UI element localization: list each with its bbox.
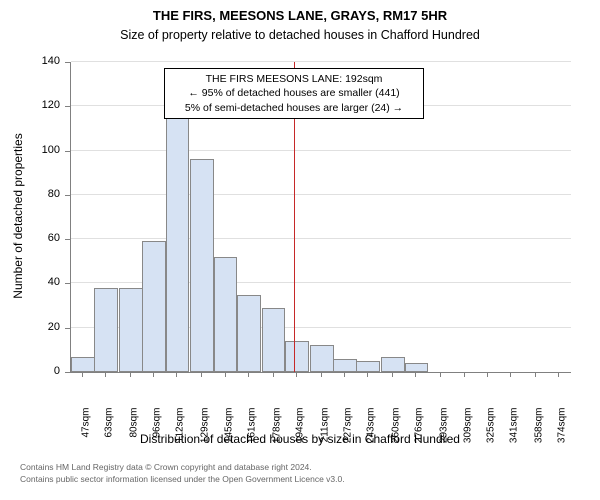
- y-tick-label: 120: [0, 99, 60, 111]
- y-tick-label: 20: [0, 321, 60, 333]
- y-tick: [65, 372, 70, 373]
- x-tick-label: 309sqm: [462, 408, 473, 458]
- x-tick-label: 194sqm: [294, 408, 305, 458]
- x-tick: [153, 372, 154, 377]
- chart-container: THE FIRS, MEESONS LANE, GRAYS, RM17 5HR …: [0, 0, 600, 500]
- x-tick-label: 227sqm: [343, 408, 354, 458]
- chart-title: THE FIRS, MEESONS LANE, GRAYS, RM17 5HR: [0, 8, 600, 23]
- x-tick-label: 63sqm: [103, 408, 114, 458]
- y-tick: [65, 328, 70, 329]
- histogram-bar: [166, 115, 190, 372]
- x-tick: [248, 372, 249, 377]
- histogram-bar: [94, 288, 118, 372]
- x-tick-label: 293sqm: [439, 408, 450, 458]
- chart-subtitle: Size of property relative to detached ho…: [0, 28, 600, 42]
- y-tick: [65, 62, 70, 63]
- x-tick-label: 96sqm: [152, 408, 163, 458]
- x-tick: [344, 372, 345, 377]
- x-tick: [440, 372, 441, 377]
- x-tick: [273, 372, 274, 377]
- plot-area: THE FIRS MEESONS LANE: 192sqm← 95% of de…: [70, 62, 571, 373]
- histogram-bar: [71, 357, 95, 373]
- y-tick: [65, 239, 70, 240]
- x-tick-label: 243sqm: [366, 408, 377, 458]
- histogram-bar: [190, 159, 214, 372]
- x-tick: [510, 372, 511, 377]
- histogram-bar: [142, 241, 166, 372]
- x-tick-label: 47sqm: [80, 408, 91, 458]
- x-tick: [535, 372, 536, 377]
- x-tick-label: 129sqm: [200, 408, 211, 458]
- x-tick: [367, 372, 368, 377]
- histogram-bar: [119, 288, 143, 372]
- histogram-bar: [356, 361, 380, 372]
- x-tick-label: 358sqm: [534, 408, 545, 458]
- x-tick: [392, 372, 393, 377]
- grid-line: [71, 61, 571, 62]
- x-tick: [296, 372, 297, 377]
- grid-line: [71, 238, 571, 239]
- y-tick: [65, 106, 70, 107]
- x-tick-label: 80sqm: [128, 408, 139, 458]
- y-tick-label: 140: [0, 55, 60, 67]
- y-tick-label: 40: [0, 276, 60, 288]
- x-tick: [201, 372, 202, 377]
- y-tick: [65, 283, 70, 284]
- x-tick-label: 112sqm: [175, 408, 186, 458]
- x-tick: [176, 372, 177, 377]
- y-tick-label: 0: [0, 365, 60, 377]
- histogram-bar: [310, 345, 334, 372]
- annotation-box: THE FIRS MEESONS LANE: 192sqm← 95% of de…: [164, 68, 424, 119]
- x-tick-label: 161sqm: [246, 408, 257, 458]
- histogram-bar: [333, 359, 357, 372]
- attribution-line-1: Contains HM Land Registry data © Crown c…: [20, 462, 312, 472]
- x-tick: [105, 372, 106, 377]
- x-tick-label: 325sqm: [485, 408, 496, 458]
- x-tick: [82, 372, 83, 377]
- x-tick-label: 341sqm: [509, 408, 520, 458]
- histogram-bar: [285, 341, 309, 372]
- x-tick: [558, 372, 559, 377]
- x-tick-label: 276sqm: [414, 408, 425, 458]
- x-tick: [321, 372, 322, 377]
- histogram-bar: [262, 308, 286, 372]
- grid-line: [71, 150, 571, 151]
- y-tick: [65, 151, 70, 152]
- x-tick-label: 374sqm: [557, 408, 568, 458]
- histogram-bar: [381, 357, 405, 373]
- x-tick-label: 145sqm: [223, 408, 234, 458]
- attribution-line-2: Contains public sector information licen…: [20, 474, 345, 484]
- x-tick-label: 260sqm: [391, 408, 402, 458]
- y-tick-label: 60: [0, 232, 60, 244]
- x-tick: [130, 372, 131, 377]
- annotation-line: ← 95% of detached houses are smaller (44…: [168, 86, 420, 100]
- histogram-bar: [405, 363, 429, 372]
- y-tick-label: 100: [0, 144, 60, 156]
- x-tick: [464, 372, 465, 377]
- annotation-line: 5% of semi-detached houses are larger (2…: [168, 101, 420, 115]
- histogram-bar: [237, 295, 261, 373]
- x-tick: [415, 372, 416, 377]
- annotation-line: THE FIRS MEESONS LANE: 192sqm: [168, 72, 420, 86]
- x-tick: [225, 372, 226, 377]
- x-tick-label: 178sqm: [271, 408, 282, 458]
- y-tick: [65, 195, 70, 196]
- x-tick: [487, 372, 488, 377]
- histogram-bar: [214, 257, 238, 372]
- grid-line: [71, 194, 571, 195]
- y-tick-label: 80: [0, 188, 60, 200]
- x-tick-label: 211sqm: [319, 408, 330, 458]
